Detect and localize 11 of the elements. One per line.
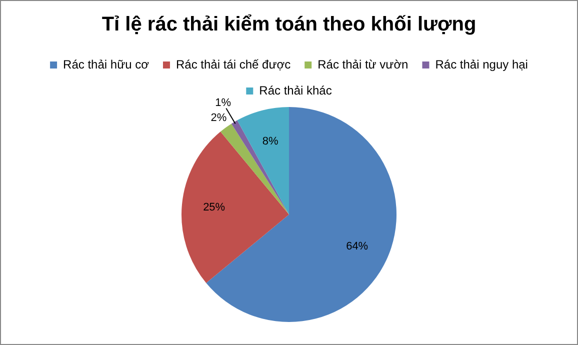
data-label: 25% — [203, 201, 226, 214]
data-label: 64% — [346, 240, 368, 253]
legend-label: Rác thải khác — [259, 83, 332, 98]
data-label: 2% — [210, 112, 227, 124]
legend-label: Rác thải nguy hại — [435, 57, 528, 72]
legend-label: Rác thải tái chế được — [176, 57, 291, 72]
legend-label: Rác thải từ vườn — [318, 57, 408, 72]
data-label: 8% — [262, 136, 278, 148]
chart-title: Tỉ lệ rác thải kiểm toán theo khối lượng — [102, 14, 476, 36]
legend-label: Rác thải hữu cơ — [63, 57, 150, 72]
data-label: 1% — [215, 97, 232, 110]
